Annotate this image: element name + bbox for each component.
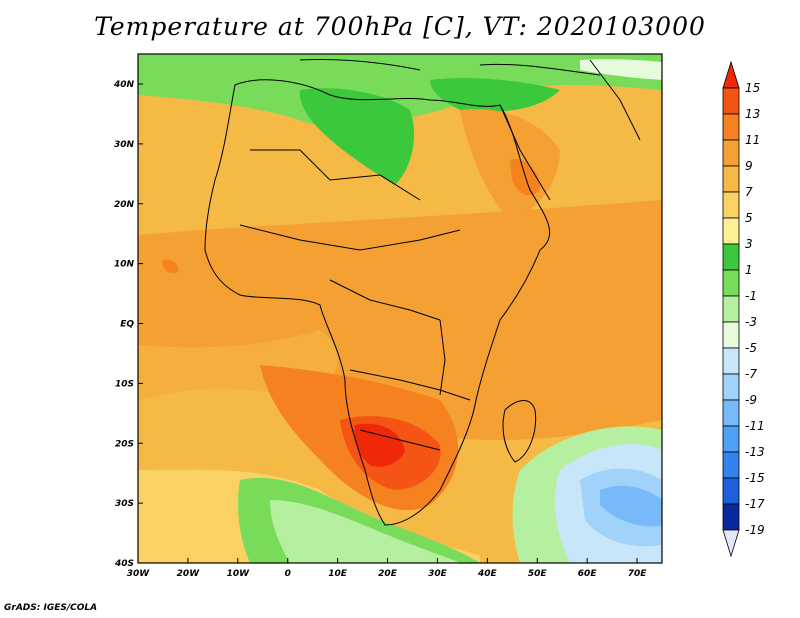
colorbar-label: 13 [745, 107, 760, 121]
lon-tick-label: 20W [177, 569, 201, 579]
colorbar-swatch [722, 373, 740, 401]
lat-tick-label: 30N [114, 140, 135, 150]
lon-tick-label: 0 [285, 569, 291, 579]
map-title: Temperature at 700hPa [C], VT: 202010300… [94, 12, 706, 41]
coastlines [204, 58, 641, 526]
lat-tick-label: 40S [114, 559, 134, 569]
colorbar: 15 13 11 9 7 5 3 1 -1 -3 -5 -7 -9 -11 -13 -15 -17 -19 [722, 60, 765, 558]
colorbar-swatch [722, 243, 740, 271]
lat-tick-label: 40N [113, 80, 135, 90]
colorbar-swatch [722, 295, 740, 323]
credit-label: GrADS: IGES/COLA [4, 603, 98, 613]
plot-frame [137, 53, 663, 564]
colorbar-swatch [722, 269, 740, 297]
colorbar-swatch [722, 529, 740, 558]
colorbar-label: 7 [745, 185, 753, 199]
lon-tick-label: 40E [477, 569, 498, 579]
colorbar-swatch [722, 477, 740, 505]
lon-tick-label: 10E [328, 569, 348, 579]
colorbar-swatch [722, 87, 740, 115]
colorbar-label: 9 [745, 159, 753, 173]
lon-tick-label: 30W [127, 569, 151, 579]
colorbar-label: 3 [745, 237, 753, 251]
colorbar-swatch [722, 113, 740, 141]
lon-tick-label: 50E [528, 569, 548, 579]
colorbar-swatch [722, 347, 740, 375]
colorbar-label: -3 [745, 315, 757, 329]
colorbar-label: 5 [745, 211, 753, 225]
lon-tick-label: 10W [227, 569, 251, 579]
temperature-field [138, 54, 662, 563]
colorbar-swatch [722, 165, 740, 193]
lat-tick-label: 10S [115, 379, 134, 389]
colorbar-swatch [722, 217, 740, 245]
colorbar-label: -17 [745, 497, 765, 511]
lon-tick-label: 30E [428, 569, 448, 579]
lat-tick-label: 20S [115, 439, 134, 449]
lon-tick-label: 60E [578, 569, 598, 579]
longitude-axis: 30W 20W 10W 0 10E 20E 30E 40E 50E 60E 70E [127, 558, 647, 579]
colorbar-swatch [722, 321, 740, 349]
lon-tick-label: 20E [378, 569, 398, 579]
colorbar-label: -9 [745, 393, 757, 407]
colorbar-label: -15 [745, 471, 765, 485]
colorbar-label: -19 [745, 523, 765, 537]
colorbar-label: -11 [745, 419, 765, 433]
lat-tick-label: 10N [114, 260, 135, 270]
lat-tick-label: 30S [115, 499, 134, 509]
colorbar-label: -5 [745, 341, 757, 355]
colorbar-label: 15 [745, 81, 760, 95]
colorbar-label: -1 [745, 289, 757, 303]
colorbar-swatch [722, 425, 740, 453]
lon-tick-label: 70E [628, 569, 648, 579]
colorbar-swatch [722, 60, 740, 89]
colorbar-label: -7 [745, 367, 757, 381]
lat-tick-label: EQ [120, 320, 134, 330]
colorbar-swatch [722, 451, 740, 479]
colorbar-swatch [722, 503, 740, 531]
latitude-axis: 40N 30N 20N 10N EQ 10S 20S 30S 40S [113, 80, 143, 569]
lat-tick-label: 20N [114, 200, 135, 210]
colorbar-swatch [722, 139, 740, 167]
colorbar-label: -13 [745, 445, 765, 459]
colorbar-swatch [722, 399, 740, 427]
colorbar-label: 1 [745, 263, 753, 277]
colorbar-swatch [722, 191, 740, 219]
colorbar-label: 11 [745, 133, 760, 147]
